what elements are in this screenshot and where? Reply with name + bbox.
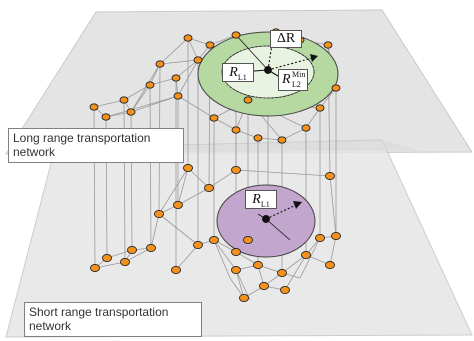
network-node <box>146 243 156 253</box>
vertical-links <box>93 35 337 273</box>
network-node <box>171 265 181 275</box>
network-node <box>127 245 137 255</box>
network-node <box>239 293 249 303</box>
network-node <box>301 250 311 260</box>
network-node <box>193 240 203 250</box>
network-node <box>259 281 269 291</box>
network-node <box>183 34 193 42</box>
delta-r-label: ΔR <box>270 30 302 48</box>
short-range-label-line1: Short range transportation <box>29 305 169 319</box>
network-node <box>193 56 203 64</box>
network-node <box>173 92 183 100</box>
rl1-bottom-label: RL1 <box>245 190 277 209</box>
network-node <box>277 136 287 144</box>
network-node <box>315 104 325 112</box>
network-node <box>209 114 219 122</box>
network-node <box>119 96 129 104</box>
long-range-network-label: Long range transportation network <box>8 128 184 163</box>
network-node <box>171 74 181 82</box>
network-node <box>205 41 215 49</box>
network-node <box>126 108 136 116</box>
network-node <box>183 163 193 173</box>
short-range-network-label: Short range transportation network <box>24 302 202 337</box>
network-node <box>231 165 241 175</box>
network-node <box>89 103 99 111</box>
network-node <box>243 96 253 104</box>
network-node <box>315 233 325 243</box>
network-node <box>120 257 130 267</box>
network-node <box>253 134 263 142</box>
long-range-label-line2: network <box>13 145 56 159</box>
short-range-label-line2: network <box>29 319 72 333</box>
long-range-annulus <box>197 31 339 117</box>
network-node <box>280 285 290 295</box>
network-node <box>301 124 311 132</box>
rl1-top-label: RL1 <box>222 63 254 82</box>
network-node <box>231 265 241 275</box>
network-node <box>209 235 219 245</box>
network-node <box>243 235 253 245</box>
network-node <box>323 41 333 49</box>
network-node <box>145 81 155 89</box>
rl2-min-label: R Min L2 <box>278 69 308 91</box>
network-node <box>231 247 241 257</box>
delta-r-text: ΔR <box>276 31 296 46</box>
network-node <box>102 253 112 263</box>
network-node <box>331 231 341 241</box>
network-node <box>154 209 164 219</box>
network-node <box>253 260 263 270</box>
top-network-nodes <box>89 28 341 144</box>
network-node <box>90 263 100 273</box>
network-node <box>173 200 183 210</box>
network-node <box>325 171 335 181</box>
bottom-network-nodes <box>90 163 341 303</box>
network-node <box>155 60 165 68</box>
network-node <box>331 84 341 92</box>
network-node <box>277 268 287 278</box>
network-node <box>231 126 241 134</box>
long-range-label-line1: Long range transportation <box>13 131 151 145</box>
network-node <box>101 113 111 121</box>
bottom-radius-arrows <box>257 201 302 241</box>
network-node <box>231 31 241 39</box>
network-node <box>204 183 214 193</box>
network-node <box>325 260 335 270</box>
